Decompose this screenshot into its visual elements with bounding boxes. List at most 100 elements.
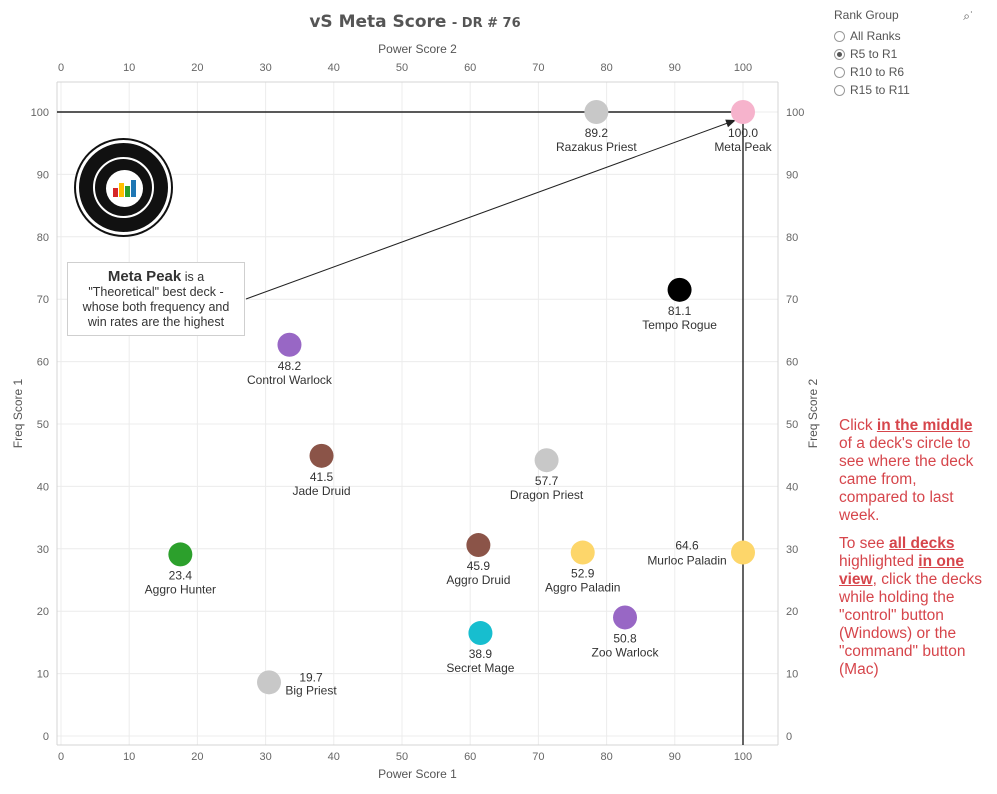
y-tick-label: 50 bbox=[37, 419, 49, 431]
y2-tick-label: 80 bbox=[786, 232, 798, 244]
point-score-label: 19.7 bbox=[299, 670, 323, 684]
x-tick-label: 30 bbox=[259, 751, 271, 763]
rank-option-r5-r1[interactable]: R5 to R1 bbox=[834, 45, 994, 63]
x-tick-label: 100 bbox=[734, 751, 752, 763]
point-name-label: Jade Druid bbox=[293, 484, 351, 498]
y-tick-label: 40 bbox=[37, 481, 49, 493]
point-aggro-paladin[interactable] bbox=[570, 540, 595, 565]
reference-lines bbox=[57, 111, 744, 745]
y2-tick-label: 30 bbox=[786, 544, 798, 556]
logo-ring bbox=[93, 157, 154, 218]
radio-all-ranks[interactable] bbox=[834, 30, 845, 42]
point-score-label: 50.8 bbox=[613, 631, 637, 645]
logo-core bbox=[106, 170, 143, 207]
x-tick-label: 0 bbox=[58, 751, 64, 763]
annotation-arrow-head bbox=[725, 119, 736, 128]
radio-r15-r11[interactable] bbox=[834, 84, 845, 96]
rank-option-r10-r6[interactable]: R10 to R6 bbox=[834, 63, 994, 81]
point-zoo-warlock[interactable] bbox=[613, 605, 638, 630]
y-tick-label: 10 bbox=[37, 669, 49, 681]
x-axis-label: Power Score 1 bbox=[378, 767, 457, 781]
instr-text: To see bbox=[839, 535, 889, 552]
x-tick-label: 50 bbox=[396, 751, 408, 763]
chart-title: vS Meta Score - DR # 76 bbox=[0, 12, 830, 32]
x2-tick-label: 10 bbox=[123, 62, 135, 74]
annotation-line1: is a bbox=[184, 270, 205, 284]
y-tick-label: 60 bbox=[37, 357, 49, 369]
rank-option-label: R5 to R1 bbox=[850, 47, 898, 61]
axes bbox=[56, 81, 779, 746]
point-name-label: Tempo Rogue bbox=[642, 318, 717, 332]
rank-group-title: Rank Group bbox=[834, 8, 899, 22]
y-tick-label: 80 bbox=[37, 232, 49, 244]
point-murloc-paladin[interactable] bbox=[731, 540, 755, 565]
instructions-p2: To see all decks highlighted in one view… bbox=[839, 535, 989, 679]
y-tick-label: 70 bbox=[37, 294, 49, 306]
y2-tick-label: 70 bbox=[786, 294, 798, 306]
y2-tick-label: 20 bbox=[786, 606, 798, 618]
point-name-label: Meta Peak bbox=[714, 140, 772, 154]
chart-title-main: vS Meta Score bbox=[309, 12, 447, 32]
point-jade-druid[interactable] bbox=[309, 443, 334, 468]
point-control-warlock[interactable] bbox=[277, 332, 302, 357]
point-name-label: Murloc Paladin bbox=[647, 554, 726, 568]
x-tick-label: 60 bbox=[464, 751, 476, 763]
y2-tick-label: 40 bbox=[786, 481, 798, 493]
y2-axis-label: Freq Score 2 bbox=[806, 378, 820, 448]
point-meta-peak[interactable] bbox=[731, 100, 755, 124]
point-aggro-druid[interactable] bbox=[466, 533, 491, 558]
x-tick-label: 90 bbox=[669, 751, 681, 763]
point-razakus-priest[interactable] bbox=[584, 100, 609, 124]
point-big-priest[interactable] bbox=[257, 670, 282, 695]
x2-tick-label: 80 bbox=[600, 62, 612, 74]
point-name-label: Aggro Paladin bbox=[545, 581, 620, 595]
point-name-label: Secret Mage bbox=[446, 661, 514, 675]
point-name-label: Aggro Hunter bbox=[145, 582, 216, 596]
meta-peak-annotation: Meta Peak is a "Theoretical" best deck -… bbox=[67, 262, 245, 336]
chart-title-suffix: - DR # 76 bbox=[451, 16, 521, 31]
annotation-arrow bbox=[245, 119, 737, 300]
annotation-line4: win rates are the highest bbox=[87, 315, 225, 329]
point-name-label: Control Warlock bbox=[247, 373, 333, 387]
point-score-label: 64.6 bbox=[675, 539, 699, 553]
point-score-label: 100.0 bbox=[728, 126, 758, 140]
y2-tick-label: 60 bbox=[786, 357, 798, 369]
rank-option-r15-r11[interactable]: R15 to R11 bbox=[834, 81, 994, 99]
x2-tick-label: 0 bbox=[58, 62, 64, 74]
instr-emphasis: in one view bbox=[839, 553, 964, 588]
point-name-label: Dragon Priest bbox=[510, 488, 584, 502]
point-score-label: 57.7 bbox=[535, 474, 559, 488]
x2-tick-label: 90 bbox=[669, 62, 681, 74]
x-tick-label: 20 bbox=[191, 751, 203, 763]
rank-option-all-ranks[interactable]: All Ranks bbox=[834, 27, 994, 45]
y-tick-label: 20 bbox=[37, 606, 49, 618]
x2-tick-label: 100 bbox=[734, 62, 752, 74]
rank-group-filter: Rank Group ⌕˙ All Ranks R5 to R1 R10 to … bbox=[834, 8, 994, 99]
search-icon[interactable]: ⌕˙ bbox=[963, 9, 974, 23]
point-score-label: 48.2 bbox=[278, 359, 302, 373]
x-tick-label: 70 bbox=[532, 751, 544, 763]
y2-tick-label: 50 bbox=[786, 419, 798, 431]
x2-tick-label: 40 bbox=[328, 62, 340, 74]
point-secret-mage[interactable] bbox=[468, 621, 493, 646]
point-score-label: 45.9 bbox=[467, 559, 491, 573]
y2-tick-label: 90 bbox=[786, 169, 798, 181]
point-dragon-priest[interactable] bbox=[534, 448, 559, 473]
instructions-text: Click in the middle of a deck's circle t… bbox=[839, 417, 989, 689]
x2-tick-label: 20 bbox=[191, 62, 203, 74]
y-tick-label: 90 bbox=[37, 169, 49, 181]
radio-r5-r1[interactable] bbox=[834, 48, 845, 60]
y-axis-label: Freq Score 1 bbox=[11, 378, 25, 448]
rank-option-label: All Ranks bbox=[850, 29, 901, 43]
point-tempo-rogue[interactable] bbox=[667, 277, 692, 302]
radio-r10-r6[interactable] bbox=[834, 66, 845, 78]
instructions-p1: Click in the middle of a deck's circle t… bbox=[839, 417, 989, 525]
instr-emphasis: all decks bbox=[888, 535, 955, 552]
point-name-label: Big Priest bbox=[285, 683, 337, 697]
point-aggro-hunter[interactable] bbox=[168, 542, 193, 567]
y-tick-label: 100 bbox=[31, 107, 49, 119]
point-score-label: 89.2 bbox=[585, 126, 609, 140]
y-tick-label: 30 bbox=[37, 544, 49, 556]
